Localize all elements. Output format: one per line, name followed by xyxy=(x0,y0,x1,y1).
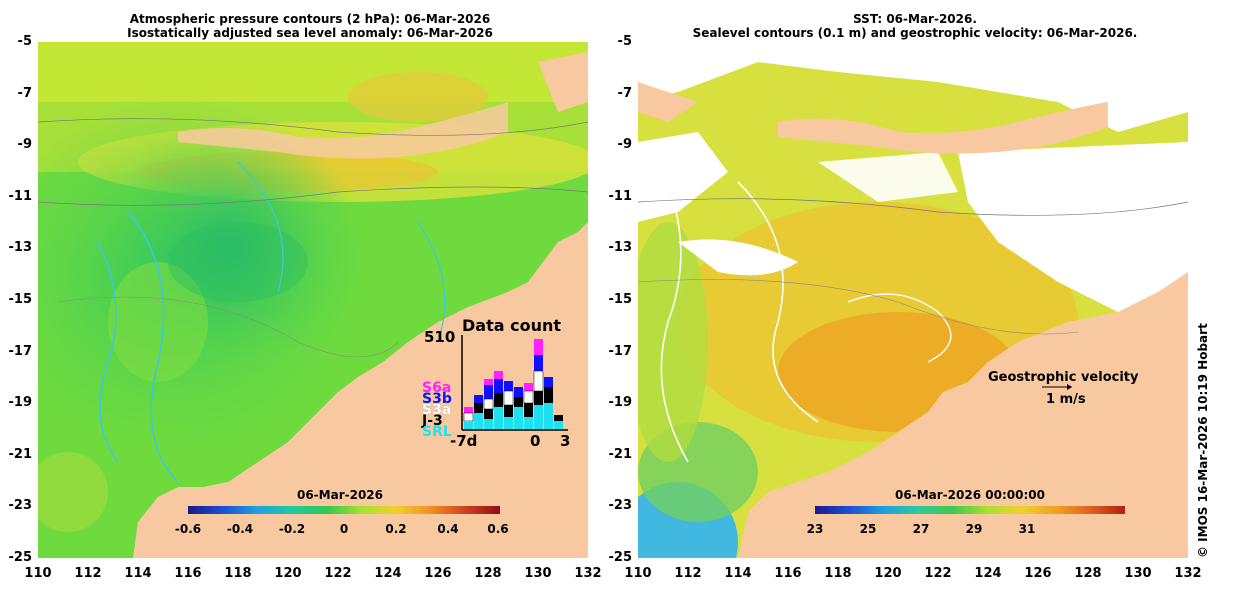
x-tick-label: 132 xyxy=(574,566,602,581)
data-count-xlabel-end: 3 xyxy=(560,432,571,450)
data-count-xlabel-start: -7d xyxy=(450,432,478,450)
data-count-title: Data count xyxy=(462,316,561,335)
left-cbar-tick: 0.6 xyxy=(487,522,509,536)
left-title-line1: Atmospheric pressure contours (2 hPa): 0… xyxy=(129,12,491,26)
indonesia-islands xyxy=(778,102,1108,154)
right-colorbar-title: 06-Mar-2026 00:00:00 xyxy=(895,488,1045,502)
y-tick-label: -23 xyxy=(608,498,633,514)
indonesia-islands xyxy=(178,102,508,159)
x-tick-label: 124 xyxy=(974,566,1002,581)
x-tick-label: 116 xyxy=(774,566,802,581)
left-cbar-tick: -0.6 xyxy=(174,522,202,536)
right-title-line1: SST: 06-Mar-2026. xyxy=(853,12,977,26)
data-count-max: 510 xyxy=(424,328,456,346)
australia-land xyxy=(133,222,588,558)
velocity-legend-title: Geostrophic velocity xyxy=(988,370,1139,385)
x-tick-label: 130 xyxy=(524,566,552,581)
x-tick-label: 128 xyxy=(474,566,502,581)
x-tick-label: 116 xyxy=(174,566,202,581)
y-tick-label: -9 xyxy=(617,137,632,153)
left-cbar-tick: -0.4 xyxy=(226,522,254,536)
y-tick-label: -17 xyxy=(608,343,633,359)
x-tick-label: 112 xyxy=(74,566,102,581)
left-colorbar-title: 06-Mar-2026 xyxy=(296,488,383,502)
y-tick-label: -19 xyxy=(608,395,633,411)
right-cbar-tick: 29 xyxy=(965,522,983,536)
copyright-text: © IMOS 16-Mar-2026 10:19 Hobart xyxy=(1196,323,1210,558)
x-tick-label: 120 xyxy=(274,566,302,581)
y-tick-label: -7 xyxy=(17,85,32,101)
australia-land xyxy=(738,272,1188,558)
x-tick-label: 126 xyxy=(1024,566,1052,581)
x-tick-label: 110 xyxy=(24,566,52,581)
velocity-legend-scale: 1 m/s xyxy=(1046,392,1086,407)
y-tick-label: -15 xyxy=(608,292,633,307)
y-tick-label: -19 xyxy=(8,395,33,411)
y-tick-label: -11 xyxy=(608,188,633,204)
y-tick-label: -13 xyxy=(8,240,33,256)
x-tick-label: 130 xyxy=(1124,566,1152,581)
sea-level-anomaly-map xyxy=(38,42,588,558)
right-colorbar xyxy=(815,506,1125,514)
mission-label-srl: SRL xyxy=(422,424,452,440)
x-tick-label: 132 xyxy=(1174,566,1202,581)
y-tick-label: -11 xyxy=(8,188,33,204)
right-cbar-tick: 27 xyxy=(912,522,930,536)
x-tick-label: 122 xyxy=(924,566,952,581)
data-count-histogram xyxy=(461,335,568,431)
right-cbar-tick: 23 xyxy=(806,522,824,536)
mission-label-j3: J-3 xyxy=(422,413,443,429)
x-tick-label: 112 xyxy=(674,566,702,581)
x-tick-label: 118 xyxy=(224,566,252,581)
sst-map xyxy=(638,42,1188,558)
x-tick-label: 118 xyxy=(824,566,852,581)
left-title-line2: Isostatically adjusted sea level anomaly… xyxy=(127,26,493,40)
y-tick-label: -21 xyxy=(608,446,633,462)
velocity-scale-arrow xyxy=(1042,384,1072,390)
x-tick-label: 124 xyxy=(374,566,402,581)
right-cbar-tick: 25 xyxy=(859,522,877,536)
left-map-panel xyxy=(38,42,588,558)
y-tick-label: -5 xyxy=(617,34,632,49)
y-tick-label: -5 xyxy=(17,34,32,49)
data-count-xlabel-zero: 0 xyxy=(530,432,541,450)
y-tick-label: -17 xyxy=(8,343,33,359)
x-tick-label: 110 xyxy=(624,566,652,581)
y-tick-label: -21 xyxy=(8,446,33,462)
mission-label-s3a: S3a xyxy=(422,402,452,418)
x-tick-label: 122 xyxy=(324,566,352,581)
x-tick-label: 114 xyxy=(724,566,752,581)
timor-land xyxy=(538,52,588,112)
left-cbar-tick: 0 xyxy=(339,522,349,536)
left-cbar-tick: 0.2 xyxy=(385,522,407,536)
y-tick-label: -7 xyxy=(617,85,632,101)
x-tick-label: 114 xyxy=(124,566,152,581)
y-tick-label: -25 xyxy=(608,550,633,565)
left-cbar-tick: -0.2 xyxy=(278,522,306,536)
x-tick-label: 126 xyxy=(424,566,452,581)
y-tick-label: -15 xyxy=(8,292,33,307)
right-title-line2: Sealevel contours (0.1 m) and geostrophi… xyxy=(692,26,1138,40)
y-tick-label: -23 xyxy=(8,498,33,514)
right-cbar-tick: 31 xyxy=(1018,522,1036,536)
mission-label-s3b: S3b xyxy=(422,391,452,407)
left-cbar-tick: 0.4 xyxy=(437,522,459,536)
y-tick-label: -9 xyxy=(17,137,32,153)
x-tick-label: 128 xyxy=(1074,566,1102,581)
y-tick-label: -13 xyxy=(608,240,633,256)
y-tick-label: -25 xyxy=(8,550,33,565)
x-tick-label: 120 xyxy=(874,566,902,581)
mission-label-s6a: S6a xyxy=(422,380,452,396)
right-map-panel xyxy=(638,42,1188,558)
left-colorbar xyxy=(188,506,500,514)
